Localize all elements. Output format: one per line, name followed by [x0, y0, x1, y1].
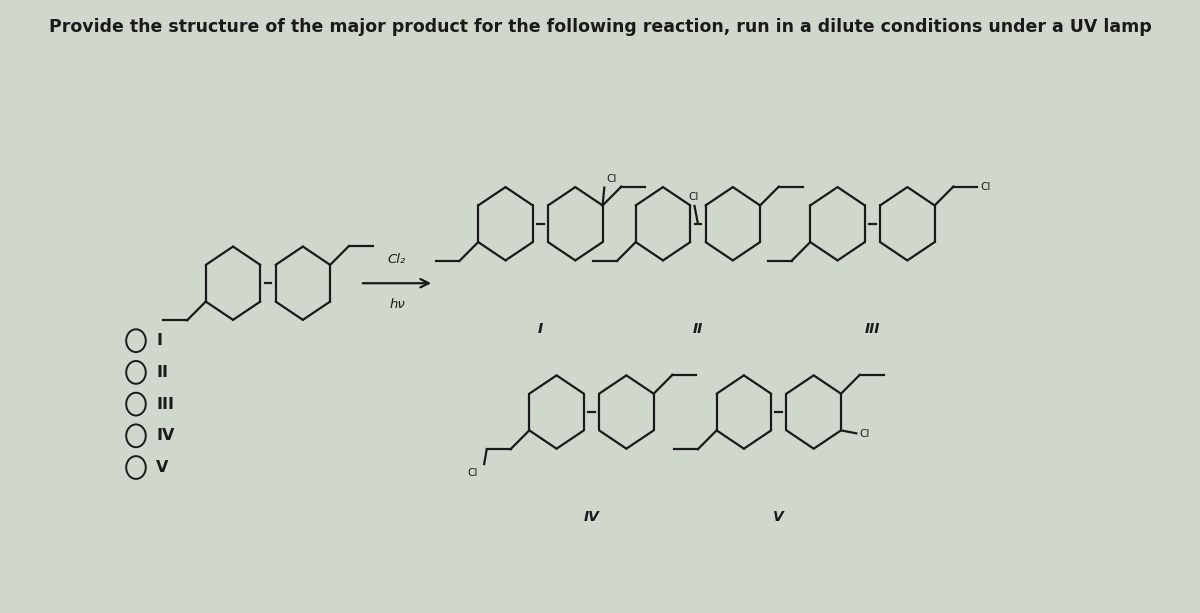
Text: II: II — [156, 365, 168, 380]
Text: III: III — [865, 322, 880, 336]
Text: III: III — [156, 397, 174, 411]
Text: Cl: Cl — [606, 173, 617, 184]
Text: Cl: Cl — [859, 429, 870, 440]
Text: Cl: Cl — [468, 468, 479, 478]
Text: hν: hν — [389, 298, 404, 311]
Text: Cl: Cl — [689, 192, 698, 202]
Text: V: V — [156, 460, 169, 475]
Text: Provide the structure of the major product for the following reaction, run in a : Provide the structure of the major produ… — [49, 18, 1151, 36]
Text: I: I — [538, 322, 542, 336]
Text: II: II — [692, 322, 703, 336]
Text: Cl: Cl — [980, 181, 991, 192]
Text: IV: IV — [156, 428, 175, 443]
Text: I: I — [156, 333, 162, 348]
Text: Cl₂: Cl₂ — [388, 253, 406, 267]
Text: IV: IV — [583, 510, 600, 524]
Text: V: V — [774, 510, 784, 524]
